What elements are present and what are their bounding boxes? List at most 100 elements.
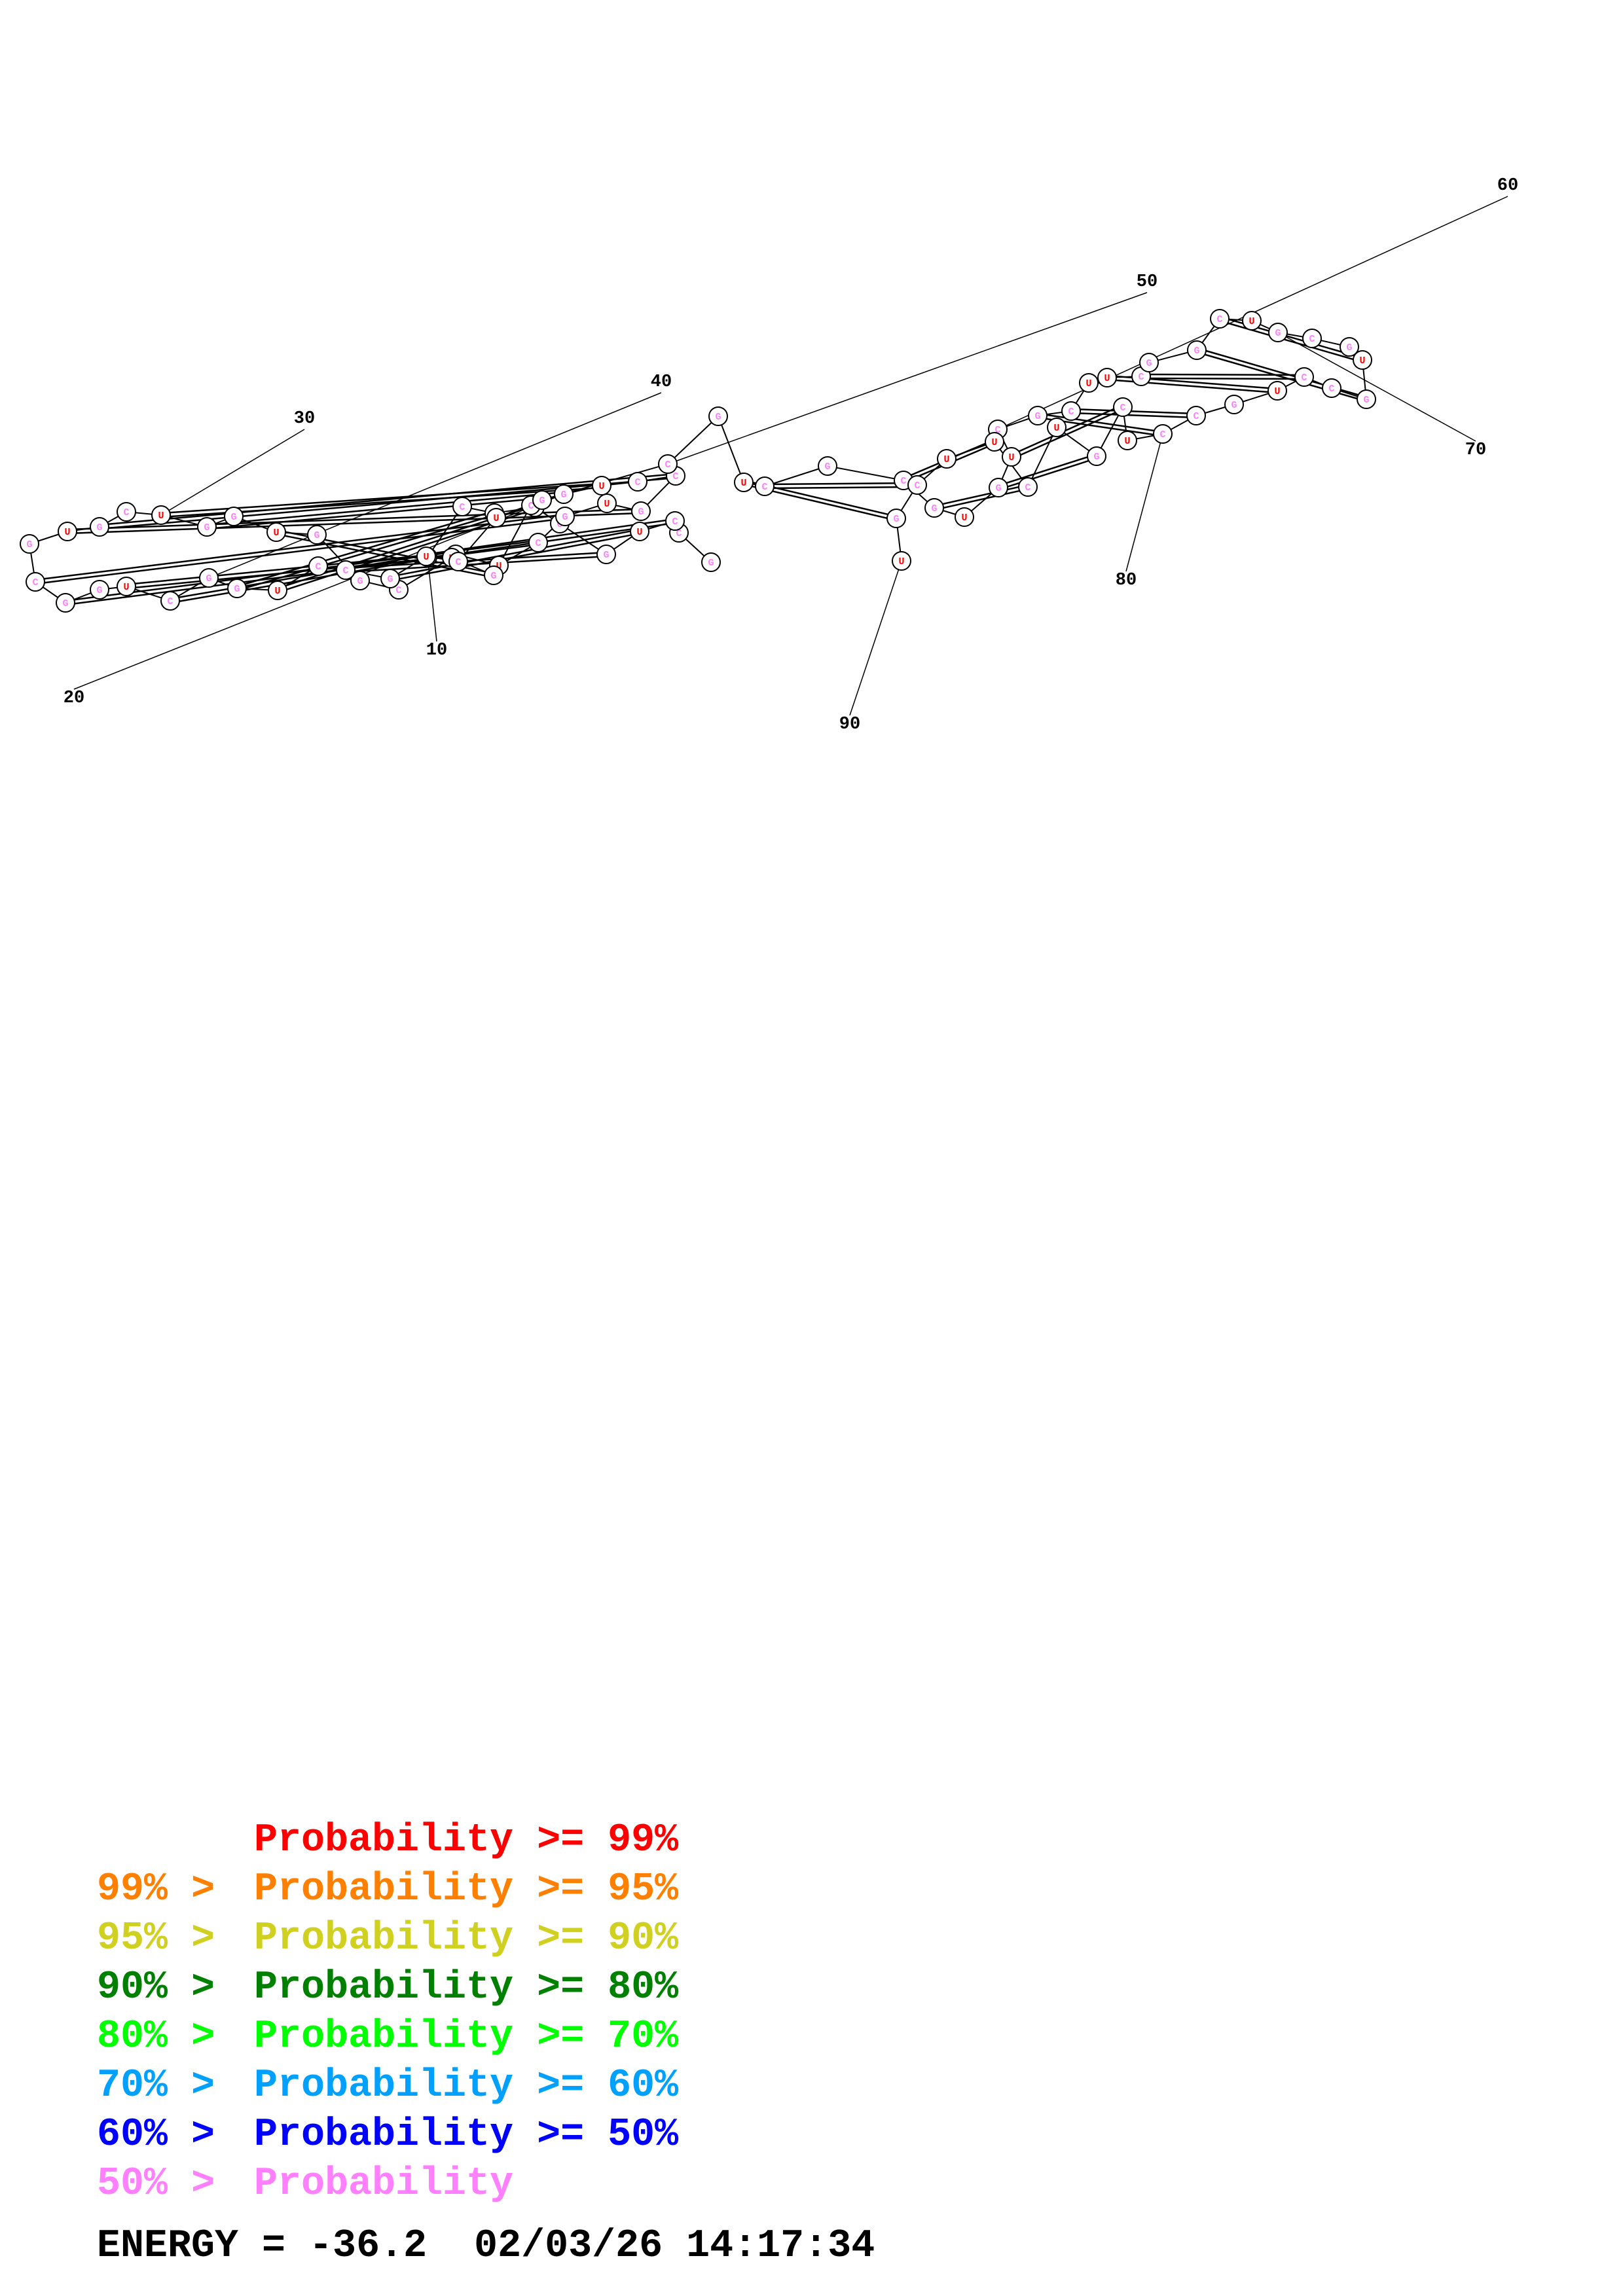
nucleotide-circle xyxy=(20,534,39,554)
nucleotide-circle xyxy=(708,406,728,426)
legend-row: Probability >= 99% xyxy=(97,1816,1027,1865)
legend-prefix: 60% > xyxy=(97,2113,239,2157)
backbone-segment xyxy=(764,465,828,487)
nucleotide-circle xyxy=(380,569,400,588)
nucleotide-letter: G xyxy=(230,512,236,523)
nucleotide-circle xyxy=(486,508,506,528)
nucleotide: U xyxy=(416,547,436,566)
nucleotide-letter: U xyxy=(274,586,280,597)
nucleotide-letter: C xyxy=(676,528,682,539)
nucleotide-letter: C xyxy=(1216,314,1222,325)
nucleotide: C xyxy=(528,533,548,552)
nucleotide-letter: U xyxy=(1053,423,1059,434)
nucleotide-circle xyxy=(416,547,436,566)
base-pair-line xyxy=(1140,377,1304,380)
nucleotide-circle xyxy=(892,551,911,571)
nucleotide: U xyxy=(1097,368,1117,387)
nucleotide-circle xyxy=(1153,424,1173,444)
nucleotide-circle xyxy=(268,581,287,600)
nucleotide-circle xyxy=(58,522,77,541)
nucleotide-letter: U xyxy=(493,513,499,524)
legend-prefix: 50% > xyxy=(97,2162,239,2206)
nucleotide-letter: U xyxy=(636,527,642,538)
nucleotide: G xyxy=(818,456,837,476)
nucleotide-letter: G xyxy=(357,576,363,587)
nucleotide: U xyxy=(1353,350,1372,370)
nucleotide-circle xyxy=(886,509,906,528)
position-label: 20 xyxy=(64,689,84,708)
legend-prefix: 70% > xyxy=(97,2064,239,2108)
base-pair-line xyxy=(170,554,428,600)
nucleotide: C xyxy=(160,591,180,611)
nucleotide: U xyxy=(1002,447,1021,467)
nucleotide-circle xyxy=(227,579,247,598)
nucleotide-circle xyxy=(1187,340,1207,360)
backbone-segment xyxy=(718,416,744,483)
base-pair-line xyxy=(207,495,564,530)
nucleotide-circle xyxy=(1018,477,1038,497)
nucleotide: C xyxy=(452,497,472,516)
base-pair-line xyxy=(1071,408,1197,415)
nucleotide-letter: C xyxy=(1193,411,1199,422)
nucleotide-letter: G xyxy=(26,539,32,550)
nucleotide-letter: C xyxy=(1120,403,1125,414)
nucleotide: G xyxy=(1357,389,1376,409)
nucleotide-circle xyxy=(1268,323,1288,342)
nucleotide-letter: C xyxy=(672,516,678,528)
legend-prefix: 80% > xyxy=(97,2015,239,2059)
position-label: 50 xyxy=(1137,272,1158,292)
legend-row: 95% > Probability >= 90% xyxy=(97,1914,1027,1964)
legend-row: 90% > Probability >= 80% xyxy=(97,1964,1027,2013)
nucleotide: G xyxy=(701,552,721,572)
nucleotide-letter: U xyxy=(423,552,429,563)
nucleotide-circle xyxy=(160,591,180,611)
nucleotide: G xyxy=(554,484,574,504)
nucleotide-circle xyxy=(1028,406,1048,425)
nucleotide: U xyxy=(117,577,136,596)
nucleotide-circle xyxy=(1047,418,1067,437)
base-pair-line xyxy=(997,453,1097,487)
nucleotide-letter: U xyxy=(1249,316,1254,327)
position-tick-line xyxy=(427,556,437,642)
nucleotide-letter: G xyxy=(1275,328,1281,339)
nucleotide: G xyxy=(20,534,39,554)
base-pair-line xyxy=(934,488,1029,511)
nucleotide-letter: G xyxy=(96,522,102,533)
base-pair-line xyxy=(65,543,539,606)
base-pair-line xyxy=(390,528,640,578)
position-tick-line xyxy=(208,392,662,579)
nucleotide-letter: G xyxy=(708,558,714,569)
nucleotide: G xyxy=(924,498,944,518)
legend-prefix: 95% > xyxy=(97,1916,239,1961)
nucleotide-letter: G xyxy=(1093,452,1099,463)
nucleotide-circle xyxy=(554,484,574,504)
nucleotide-circle xyxy=(755,476,775,496)
position-tick-line xyxy=(1125,433,1163,572)
legend-row: 60% > Probability >= 50% xyxy=(97,2111,1027,2160)
legend-range: Probability xyxy=(254,2162,514,2206)
base-pair-line xyxy=(100,476,676,530)
nucleotide: C xyxy=(1186,406,1206,425)
nucleotide-letter: U xyxy=(898,556,904,567)
nucleotide-letter: C xyxy=(900,476,906,487)
nucleotide: G xyxy=(555,507,575,526)
nucleotide: U xyxy=(592,476,611,495)
nucleotide-letter: U xyxy=(943,454,949,465)
nucleotide: G xyxy=(199,568,219,588)
nucleotide-circle xyxy=(224,507,244,526)
nucleotide-circle xyxy=(1302,329,1322,348)
nucleotide: U xyxy=(955,507,974,527)
base-pair-lines xyxy=(35,315,1368,606)
nucleotide-letter: U xyxy=(158,511,164,522)
position-tick-line xyxy=(849,560,902,716)
base-pair-line xyxy=(1141,373,1305,376)
base-pair-line xyxy=(1218,319,1362,363)
position-tick-line xyxy=(160,429,305,516)
nucleotide-circle xyxy=(1322,378,1341,398)
nucleotide-circle xyxy=(452,497,472,516)
nucleotide: U xyxy=(1242,311,1262,331)
nucleotide-letter: C xyxy=(634,477,640,488)
nucleotide-circle xyxy=(1139,353,1159,372)
nucleotide: U xyxy=(734,473,754,492)
